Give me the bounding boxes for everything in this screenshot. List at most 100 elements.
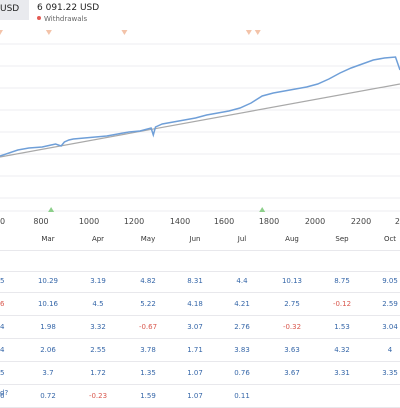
return-cell: 1.07 (187, 369, 203, 377)
table-header-row: Mar Apr May Jun Jul Aug Sep Oct (0, 229, 400, 251)
return-cell: 2.75 (284, 300, 300, 308)
return-cell: 3.32 (90, 323, 106, 331)
return-cell: 0.76 (234, 369, 250, 377)
return-cell: 4 (0, 323, 5, 331)
return-cell: 3.63 (284, 346, 300, 354)
return-cell: 8.31 (187, 277, 203, 285)
return-cell: 0.72 (40, 392, 56, 400)
month-header: May (140, 235, 156, 243)
table-row: 5 3.7 1.72 1.35 1.07 0.76 3.67 3.31 3.35 (0, 363, 400, 385)
return-cell: 3.67 (284, 369, 300, 377)
return-cell: 4.18 (187, 300, 203, 308)
return-cell: 4 (387, 346, 393, 354)
x-tick-label: 2000 (305, 217, 325, 226)
withdrawals-dot-icon (37, 16, 41, 20)
withdrawal-marker-icon (0, 30, 3, 35)
x-axis-ticks: 0 800 1000 1200 1400 1600 1800 2000 2200 2 (0, 217, 400, 226)
withdrawal-marker-icon (254, 30, 261, 35)
chart-gridlines (0, 43, 400, 212)
x-tick-label: 2200 (351, 217, 371, 226)
withdrawal-marker-icon (245, 30, 252, 35)
return-cell: 3.83 (234, 346, 250, 354)
return-cell: 3.19 (90, 277, 106, 285)
withdrawal-marker-icon (121, 30, 128, 35)
month-header: Aug (285, 235, 299, 243)
return-cell: 1.72 (90, 369, 106, 377)
return-cell: -0.12 (332, 300, 352, 308)
x-tick-label: 1600 (214, 217, 234, 226)
balance-tab[interactable]: USD (0, 0, 29, 20)
return-cell: 10.13 (281, 277, 303, 285)
return-cell: -0.23 (88, 392, 108, 400)
return-cell: 6 (0, 392, 5, 400)
balance-chart[interactable]: 0 800 1000 1200 1400 1600 1800 2000 2200 2 (0, 26, 400, 229)
return-cell: 3.07 (187, 323, 203, 331)
table-row: 4 2.06 2.55 3.78 1.71 3.83 3.63 4.32 4 (0, 340, 400, 362)
return-cell: 2.55 (90, 346, 106, 354)
withdrawals-amount: 6 091.22 USD (37, 3, 100, 13)
month-header: Jun (189, 235, 201, 243)
return-cell: 3.31 (334, 369, 350, 377)
return-cell: -0.67 (138, 323, 158, 331)
return-cell: 3.04 (382, 323, 398, 331)
withdrawal-markers (0, 30, 261, 35)
withdrawals-label: Withdrawals (44, 15, 88, 23)
return-cell: 0.11 (234, 392, 250, 400)
return-cell: 5.22 (140, 300, 156, 308)
month-header: Oct (383, 235, 397, 243)
table-row: 6 10.16 4.5 5.22 4.18 4.21 2.75 -0.12 2.59 (0, 294, 400, 316)
return-cell: 2.76 (234, 323, 250, 331)
return-cell: 1.07 (187, 392, 203, 400)
month-header: Apr (91, 235, 105, 243)
trend-line (0, 83, 400, 158)
table-row: 4 1.98 3.32 -0.67 3.07 2.76 -0.32 1.53 3.04 (0, 317, 400, 339)
x-tick-label: 1200 (124, 217, 144, 226)
withdrawals-summary[interactable]: 6 091.22 USD Withdrawals (37, 3, 99, 23)
return-cell: 8.75 (334, 277, 350, 285)
return-cell: 1.98 (40, 323, 56, 331)
withdrawals-legend: Withdrawals (37, 15, 99, 23)
return-cell: 1.71 (187, 346, 203, 354)
deposit-markers (48, 207, 266, 212)
return-cell: 4 (0, 346, 5, 354)
balance-tab-label: USD (0, 4, 20, 14)
return-cell: 2.06 (40, 346, 56, 354)
month-header: Sep (335, 235, 349, 243)
return-cell (368, 386, 400, 407)
return-cell: 6 (0, 300, 5, 308)
return-cell: 3.7 (42, 369, 54, 377)
account-header: USD 6 091.22 USD Withdrawals (0, 0, 400, 26)
return-cell: 1.59 (140, 392, 156, 400)
return-cell: -0.32 (282, 323, 302, 331)
balance-series-line (0, 56, 400, 157)
deposit-marker-icon (48, 207, 55, 212)
return-cell: 3.35 (382, 369, 398, 377)
x-tick-label: 0 (0, 217, 5, 226)
return-cell: 4.5 (92, 300, 104, 308)
return-cell: 1.35 (140, 369, 156, 377)
return-cell: 10.16 (37, 300, 59, 308)
withdrawal-marker-icon (45, 30, 52, 35)
month-header: Mar (41, 235, 55, 243)
x-tick-label: 800 (33, 217, 48, 226)
return-cell: 10.29 (37, 277, 59, 285)
footer-link[interactable]: d? (0, 389, 9, 397)
table-spacer-row (0, 250, 400, 272)
return-cell: 4.82 (140, 277, 156, 285)
return-cell: 4.21 (234, 300, 250, 308)
return-cell: 4.4 (236, 277, 248, 285)
return-cell: 1.53 (334, 323, 350, 331)
return-cell (320, 386, 364, 407)
return-cell: 2.59 (382, 300, 398, 308)
table-row: 5 10.29 3.19 4.82 8.31 4.4 10.13 8.75 9.05 (0, 271, 400, 293)
x-tick-label: 2 (395, 217, 400, 226)
return-cell: 3.78 (140, 346, 156, 354)
deposit-marker-icon (259, 207, 266, 212)
x-tick-label: 1400 (170, 217, 190, 226)
return-cell: 5 (0, 369, 5, 377)
table-row: 6 0.72 -0.23 1.59 1.07 0.11 (0, 386, 400, 408)
x-tick-label: 1800 (259, 217, 279, 226)
return-cell: 9.05 (382, 277, 398, 285)
return-cell: 4.32 (334, 346, 350, 354)
x-tick-label: 1000 (79, 217, 99, 226)
